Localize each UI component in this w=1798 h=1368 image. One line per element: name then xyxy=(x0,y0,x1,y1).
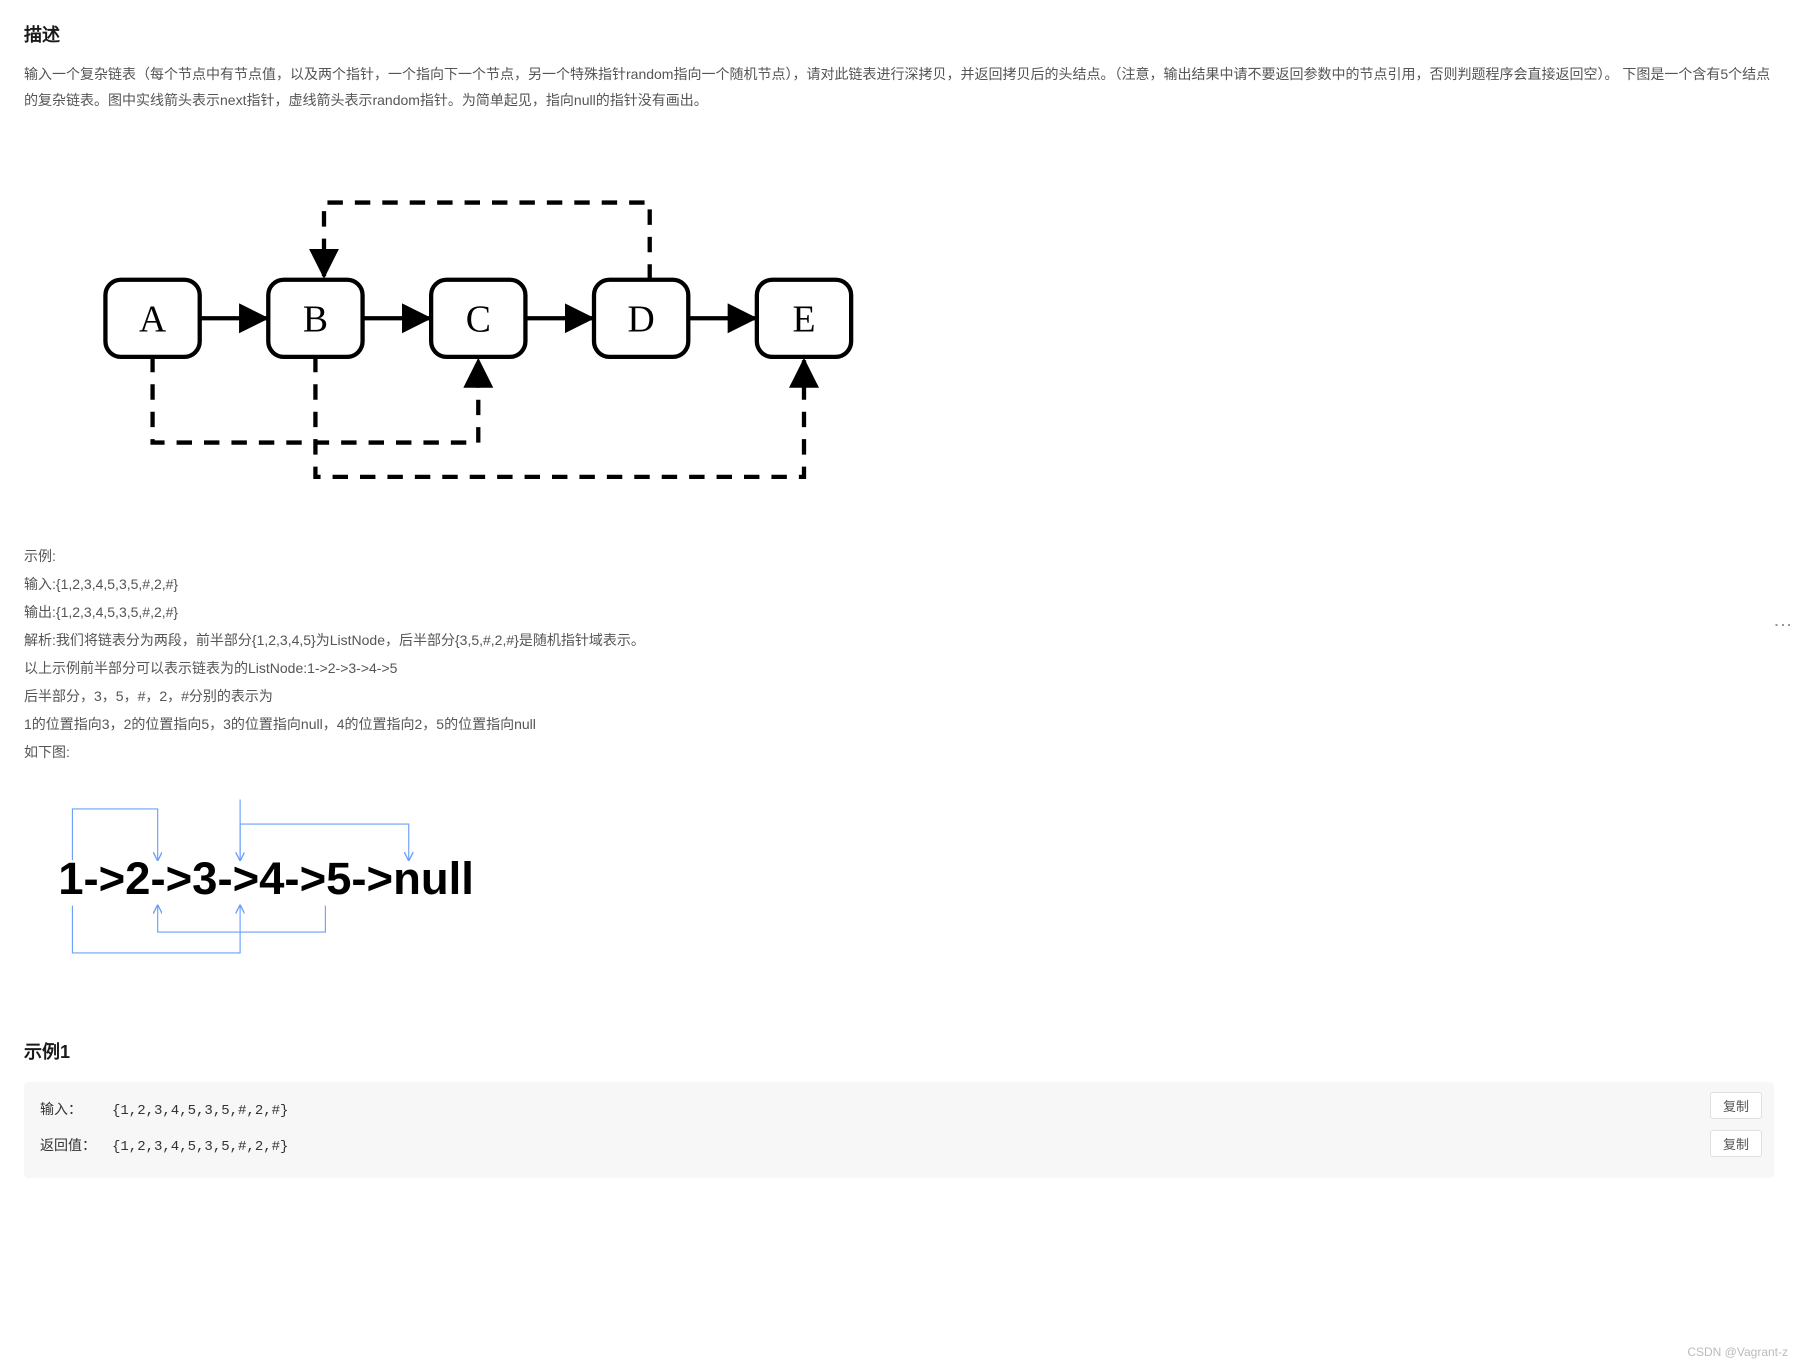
problem-description: 输入一个复杂链表（每个节点中有节点值，以及两个指针，一个指向下一个节点，另一个特… xyxy=(24,61,1774,114)
section-title: 描述 xyxy=(24,20,1774,51)
example1-title: 示例1 xyxy=(24,1037,1774,1068)
random-pointer-arrow xyxy=(315,357,804,477)
example-line: 1的位置指向3，2的位置指向5，3的位置指向null，4的位置指向2，5的位置指… xyxy=(24,710,1774,738)
example-line: 如下图: xyxy=(24,738,1774,766)
return-label: 返回值： xyxy=(40,1136,112,1160)
diagram2-text: 1->2->3->4->5->null xyxy=(58,853,474,904)
random-pointer-arrow xyxy=(324,202,650,279)
example-line: 以上示例前半部分可以表示链表为的ListNode:1->2->3->4->5 xyxy=(24,654,1774,682)
diagram-node-label: A xyxy=(139,298,166,340)
diagram-node-label: D xyxy=(628,298,655,340)
example-line: 示例: xyxy=(24,542,1774,570)
diagram-node-label: B xyxy=(303,298,328,340)
example-line: 输出:{1,2,3,4,5,3,5,#,2,#} xyxy=(24,598,1774,626)
example-explanation-block: 示例: 输入:{1,2,3,4,5,3,5,#,2,#} 输出:{1,2,3,4… xyxy=(24,542,1774,766)
diagram-node-label: C xyxy=(466,298,491,340)
example-line: 输入:{1,2,3,4,5,3,5,#,2,#} xyxy=(24,570,1774,598)
example-line: 后半部分，3，5，#，2，#分别的表示为 xyxy=(24,682,1774,710)
diagram-linked-list-boxes: A B C D E xyxy=(24,134,1774,502)
example1-codeblock: 复制 复制 输入： {1,2,3,4,5,3,5,#,2,#} 返回值： {1,… xyxy=(24,1082,1774,1178)
example-line: 解析:我们将链表分为两段，前半部分{1,2,3,4,5}为ListNode，后半… xyxy=(24,626,1774,654)
codeblock-row-input: 输入： {1,2,3,4,5,3,5,#,2,#} xyxy=(40,1094,1758,1130)
diagram2-svg: 1->2->3->4->5->null xyxy=(24,790,604,970)
random-arrow-blue xyxy=(158,905,326,932)
random-arrow-blue xyxy=(72,905,240,952)
diagram-linked-list-numbers: 1->2->3->4->5->null xyxy=(24,790,1774,978)
input-value: {1,2,3,4,5,3,5,#,2,#} xyxy=(112,1100,288,1124)
copy-button-input[interactable]: 复制 xyxy=(1710,1092,1762,1119)
codeblock-row-return: 返回值： {1,2,3,4,5,3,5,#,2,#} xyxy=(40,1130,1758,1166)
input-label: 输入： xyxy=(40,1100,112,1124)
diagram-node-label: E xyxy=(792,298,815,340)
copy-button-return[interactable]: 复制 xyxy=(1710,1130,1762,1157)
side-dots-icon: ⋮ xyxy=(1767,616,1798,634)
csdn-watermark: CSDN @Vagrant-z xyxy=(1687,1342,1788,1362)
return-value: {1,2,3,4,5,3,5,#,2,#} xyxy=(112,1136,288,1160)
diagram1-svg: A B C D E xyxy=(24,134,924,494)
